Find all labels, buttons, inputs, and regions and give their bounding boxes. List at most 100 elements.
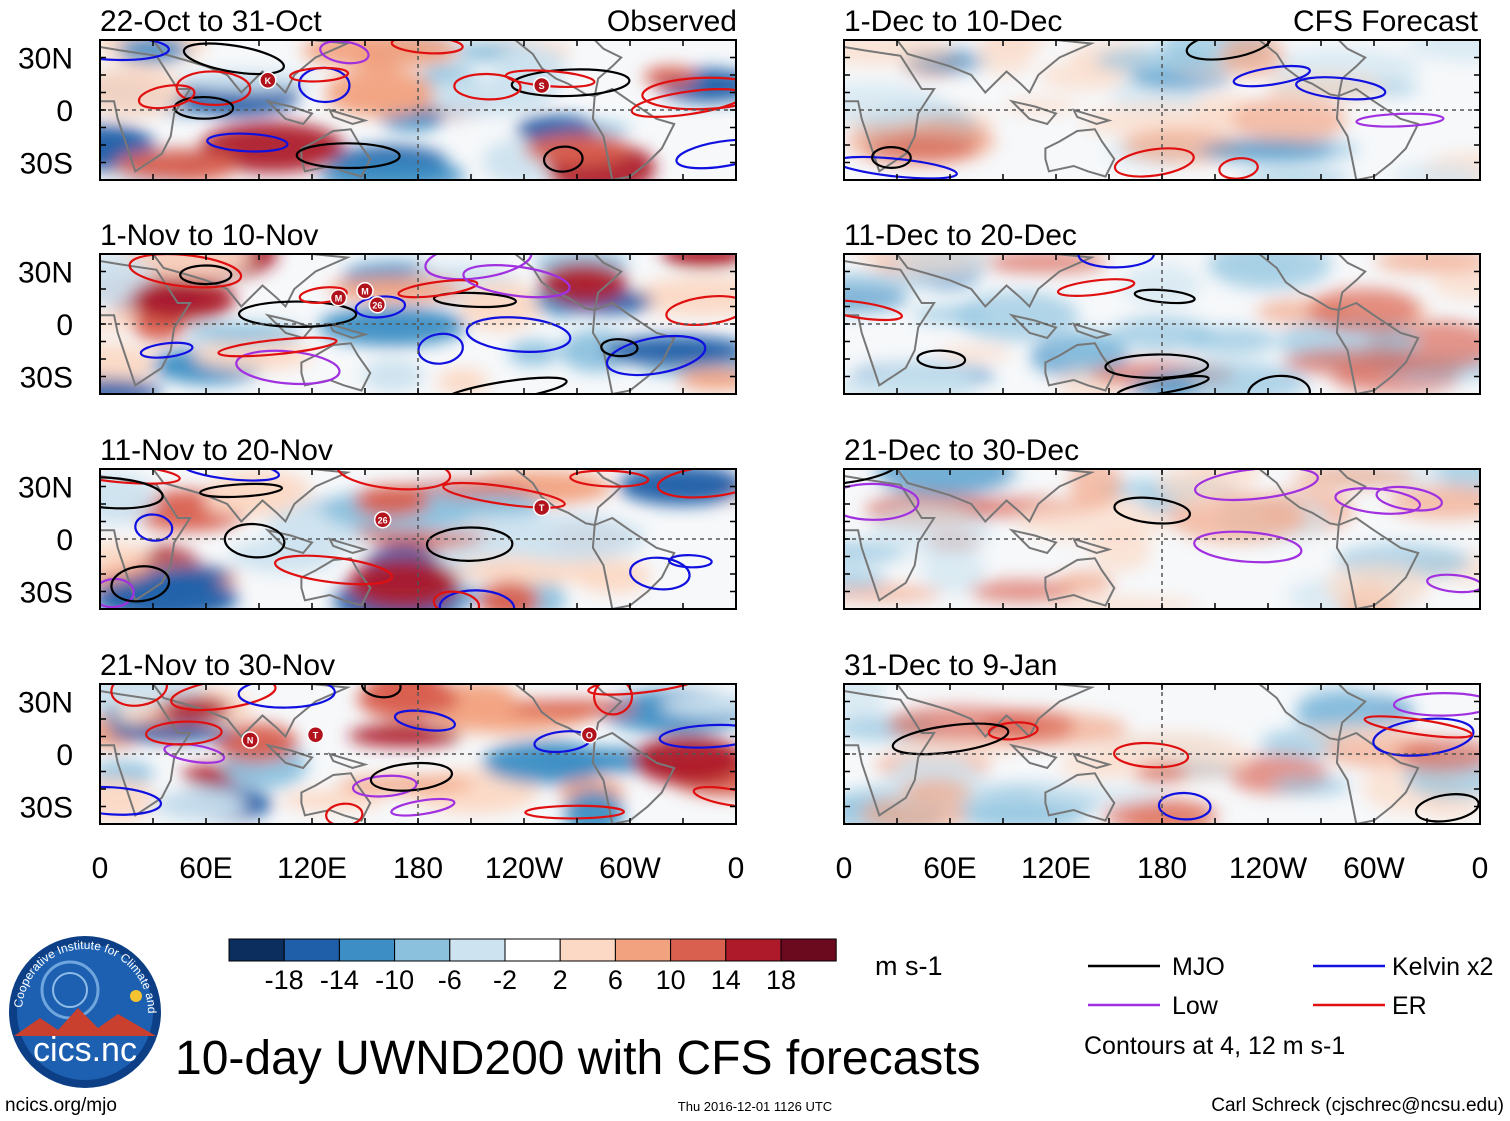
colorbar-tick-label: 6 (608, 965, 623, 995)
coastlines (844, 254, 1420, 394)
colorbar-swatch (559, 938, 616, 962)
observed-column-label: Observed (607, 5, 737, 38)
storm-label: N (247, 736, 254, 746)
y-tick-label: 30S (20, 362, 73, 395)
x-tick-label: 180 (393, 852, 443, 885)
storm-marker: M (329, 289, 348, 307)
colorbar-swatch (394, 938, 451, 962)
y-tick-label: 30S (20, 577, 73, 610)
colorbar-swatch (449, 938, 506, 962)
x-tick-label: 120E (277, 852, 347, 885)
footer-left: ncics.org/mjo (5, 1095, 117, 1116)
wave-contours (100, 469, 736, 609)
anomaly-field (100, 684, 736, 824)
y-tick-label: 30N (18, 687, 73, 720)
storm-marker: S (532, 76, 551, 95)
storm-label: T (313, 730, 319, 740)
colorbar-units: m s-1 (875, 951, 943, 981)
legend-kelvin-label: Kelvin x2 (1392, 953, 1493, 981)
storm-marker: T (532, 498, 551, 517)
panels-layer: 22-Oct to 31-Oct K S 30N 0 30S 1-Nov to 10-Nov… (18, 5, 1481, 825)
storm-label: T (539, 503, 545, 513)
y-tick-label: 30N (18, 472, 73, 505)
x-tick-label: 120E (1021, 852, 1091, 885)
coastlines (844, 469, 1420, 609)
storm-label: M (335, 293, 343, 303)
colorbar-swatch (614, 938, 672, 962)
colorbar-tick-label: -6 (438, 965, 462, 995)
coastlines (100, 40, 676, 180)
logo-text: cics.nc (33, 1031, 137, 1069)
anomaly-field (844, 254, 1480, 394)
y-tick-label: 0 (56, 309, 73, 342)
panel-title: 1-Nov to 10-Nov (100, 219, 318, 252)
coastlines (844, 40, 1420, 180)
panel-title: 21-Nov to 30-Nov (100, 649, 335, 682)
panel-p5: 1-Dec to 10-Dec (843, 5, 1481, 181)
panel-p7: 21-Dec to 30-Dec (843, 434, 1481, 610)
x-axes-layer: 0 60E 120E 180 120W 60W 0 0 60E 120E 180 120W 60W 0 (92, 852, 1489, 885)
storm-marker: O (580, 726, 599, 744)
x-tick-label: 60E (179, 852, 232, 885)
footer-center: Thu 2016-12-01 1126 UTC (678, 1099, 832, 1114)
panel-title: 31-Dec to 9-Jan (844, 649, 1057, 682)
storm-marker: 26 (368, 296, 387, 314)
storm-label: S (539, 81, 545, 91)
legend: MJO Kelvin x2 Low ER Contours at 4, 12 m… (1084, 953, 1493, 1060)
colorbar-tick-label: 18 (766, 965, 796, 995)
wave-contours (844, 469, 1480, 594)
legend-er-label: ER (1392, 992, 1427, 1020)
coastlines (100, 469, 676, 609)
storm-label: M (361, 286, 369, 296)
panel-title: 21-Dec to 30-Dec (844, 434, 1079, 467)
storm-label: O (586, 730, 593, 740)
storm-label: 26 (372, 300, 382, 310)
wave-contours (100, 684, 736, 824)
y-tick-label: 30S (20, 148, 73, 181)
storm-marker: T (306, 726, 325, 744)
x-tick-label: 0 (1472, 852, 1489, 885)
colorbar-swatch (725, 938, 782, 962)
colorbar-tick-label: -18 (265, 965, 304, 995)
contour-note: Contours at 4, 12 m s-1 (1084, 1032, 1345, 1060)
panel-p4: 21-Nov to 30-Nov N T O 30N 0 30S (18, 649, 737, 825)
x-tick-label: 120W (485, 852, 564, 885)
y-tick-label: 30N (18, 257, 73, 290)
x-tick-label: 0 (728, 852, 745, 885)
colorbar-tick-label: -10 (375, 965, 414, 995)
wave-contours (891, 692, 1480, 823)
y-tick-label: 0 (56, 95, 73, 128)
x-tick-label: 0 (92, 852, 109, 885)
colorbar-tick-label: 2 (553, 965, 568, 995)
colorbar: -18 -14 -10 -6 -2 2 6 10 14 18 (228, 938, 837, 995)
y-tick-label: 0 (56, 739, 73, 772)
panel-title: 11-Dec to 20-Dec (844, 219, 1077, 252)
colorbar-swatch (670, 938, 727, 962)
x-tick-label: 120W (1229, 852, 1308, 885)
colorbar-tick-label: 14 (711, 965, 741, 995)
storm-label: K (265, 76, 272, 86)
colorbar-swatch (780, 938, 837, 962)
x-tick-label: 60W (1343, 852, 1405, 885)
panel-p3: 11-Nov to 20-Nov 26 T 30N 0 30S (18, 434, 737, 610)
colorbar-tick-label: -14 (320, 965, 359, 995)
y-tick-label: 0 (56, 524, 73, 557)
panel-title: 11-Nov to 20-Nov (100, 434, 333, 467)
colorbar-tick-label: -2 (493, 965, 517, 995)
panel-title: 22-Oct to 31-Oct (100, 5, 322, 38)
forecast-column-label: CFS Forecast (1293, 5, 1479, 38)
wave-contours (844, 40, 1445, 180)
storm-marker: M (356, 282, 374, 300)
panel-p6: 11-Dec to 20-Dec (843, 219, 1481, 395)
footer-right: Carl Schreck (cjschrec@ncsu.edu) (1211, 1095, 1504, 1116)
colorbar-swatch (504, 938, 561, 962)
x-tick-label: 0 (836, 852, 853, 885)
legend-low-label: Low (1172, 992, 1219, 1020)
storm-label: 26 (378, 515, 388, 525)
colorbar-tick-label: 10 (656, 965, 686, 995)
y-tick-label: 30S (20, 792, 73, 825)
colorbar-swatch (283, 938, 340, 962)
x-tick-label: 180 (1137, 852, 1187, 885)
